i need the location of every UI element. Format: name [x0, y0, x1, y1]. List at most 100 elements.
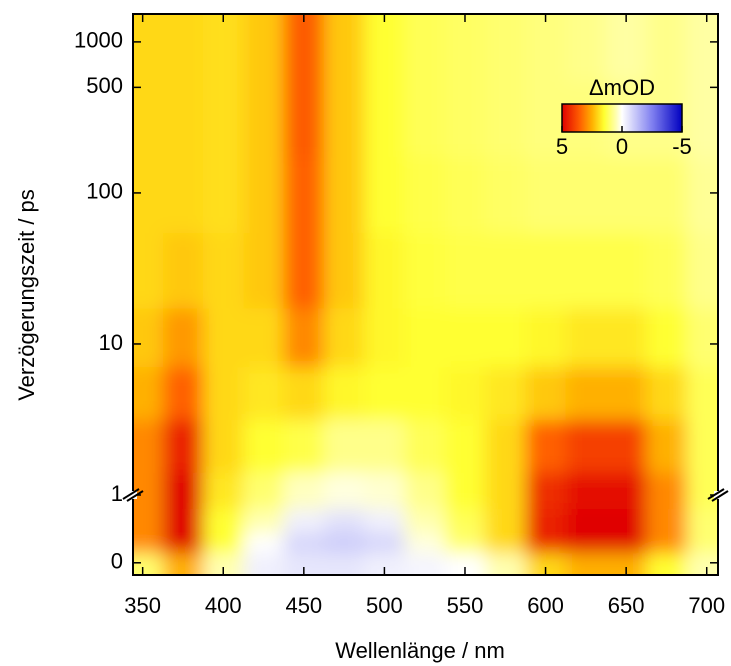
- heatmap-cell: [133, 232, 164, 309]
- heatmap-cell: [525, 232, 567, 309]
- x-tick-label: 450: [285, 593, 322, 618]
- heatmap-cell: [323, 419, 365, 473]
- heatmap-cell: [525, 81, 567, 158]
- heatmap-cell: [565, 14, 607, 82]
- heatmap-cell: [404, 532, 446, 554]
- heatmap-cell: [686, 532, 718, 554]
- heatmap-cell: [323, 532, 365, 554]
- heatmap-cell: [283, 232, 325, 309]
- heatmap-cell: [485, 156, 526, 233]
- heatmap-cell: [646, 419, 688, 473]
- heatmap-cell: [162, 532, 204, 554]
- x-tick-label: 550: [447, 593, 484, 618]
- y-axis-label: Verzögerungszeit / ps: [14, 189, 39, 401]
- heatmap-cell: [243, 472, 285, 510]
- y-tick-label: 1000: [74, 28, 123, 53]
- heatmap-cell: [323, 552, 365, 575]
- heatmap-cell: [243, 232, 285, 309]
- heatmap-cell: [605, 419, 647, 473]
- heatmap-cell: [646, 156, 688, 233]
- heatmap-cell: [525, 472, 567, 510]
- heatmap-cell: [646, 307, 688, 368]
- heatmap-cell: [404, 472, 446, 510]
- heatmap-cell: [485, 232, 526, 309]
- heatmap-cell: [404, 419, 446, 473]
- heatmap-cell: [283, 532, 325, 554]
- axis-break: [711, 490, 729, 502]
- heatmap-cell: [133, 508, 164, 533]
- heatmap-cell: [404, 156, 446, 233]
- heatmap-cell: [364, 532, 406, 554]
- heatmap-cell: [364, 14, 406, 82]
- heatmap-cell: [565, 508, 607, 533]
- heatmap-cell: [133, 532, 164, 554]
- heatmap-cell: [283, 307, 325, 368]
- heatmap-cell: [203, 156, 244, 233]
- heatmap-cell: [283, 472, 325, 510]
- heatmap-cell: [133, 307, 164, 368]
- heatmap-cell: [283, 366, 325, 420]
- heatmap-cell: [243, 156, 285, 233]
- heatmap-cell: [485, 81, 526, 158]
- heatmap-cell: [686, 14, 718, 82]
- colorbar-tick-label: 5: [556, 134, 568, 159]
- heatmap-cell: [203, 472, 244, 510]
- x-tick-label: 500: [366, 593, 403, 618]
- heatmap-cell: [565, 419, 607, 473]
- heatmap-cell: [364, 366, 406, 420]
- heatmap-cell: [605, 472, 647, 510]
- heatmap-cell: [646, 14, 688, 82]
- heatmap-cell: [605, 232, 647, 309]
- heatmap: [133, 14, 718, 575]
- heatmap-cell: [525, 307, 567, 368]
- heatmap-cell: [162, 366, 204, 420]
- axis-break: [707, 488, 725, 500]
- heatmap-cell: [485, 307, 526, 368]
- heatmap-cell: [162, 307, 204, 368]
- heatmap-cell: [133, 366, 164, 420]
- heatmap-cell: [203, 232, 244, 309]
- heatmap-cell: [203, 307, 244, 368]
- heatmap-cell: [133, 419, 164, 473]
- heatmap-cell: [323, 14, 365, 82]
- heatmap-cell: [686, 552, 718, 575]
- heatmap-cell: [323, 81, 365, 158]
- heatmap-cell: [686, 508, 718, 533]
- heatmap-cell: [162, 552, 204, 575]
- heatmap-cell: [283, 14, 325, 82]
- heatmap-cell: [444, 532, 486, 554]
- heatmap-cell: [133, 14, 164, 82]
- heatmap-cell: [243, 81, 285, 158]
- heatmap-cell: [203, 419, 244, 473]
- heatmap-cell: [283, 81, 325, 158]
- heatmap-cell: [203, 552, 244, 575]
- x-tick-label: 600: [527, 593, 564, 618]
- heatmap-cell: [404, 81, 446, 158]
- heatmap-cell: [485, 366, 526, 420]
- heatmap-cell: [162, 156, 204, 233]
- heatmap-cell: [162, 472, 204, 510]
- heatmap-cell: [323, 366, 365, 420]
- heatmap-cell: [203, 508, 244, 533]
- heatmap-cell: [243, 508, 285, 533]
- heatmap-cell: [364, 508, 406, 533]
- heatmap-cell: [686, 156, 718, 233]
- heatmap-cell: [404, 307, 446, 368]
- x-axis-label: Wellenlänge / nm: [335, 638, 505, 663]
- heatmap-cell: [444, 307, 486, 368]
- heatmap-cell: [162, 508, 204, 533]
- heatmap-cell: [525, 532, 567, 554]
- y-tick-label: 10: [99, 330, 123, 355]
- x-tick-label: 350: [124, 593, 161, 618]
- heatmap-cell: [646, 552, 688, 575]
- heatmap-cell: [485, 532, 526, 554]
- heatmap-cell: [203, 14, 244, 82]
- heatmap-cell: [565, 532, 607, 554]
- heatmap-cell: [525, 156, 567, 233]
- heatmap-cell: [444, 472, 486, 510]
- heatmap-cell: [485, 419, 526, 473]
- heatmap-cell: [485, 508, 526, 533]
- heatmap-cell: [283, 419, 325, 473]
- heatmap-cell: [565, 232, 607, 309]
- y-tick-label: 100: [86, 179, 123, 204]
